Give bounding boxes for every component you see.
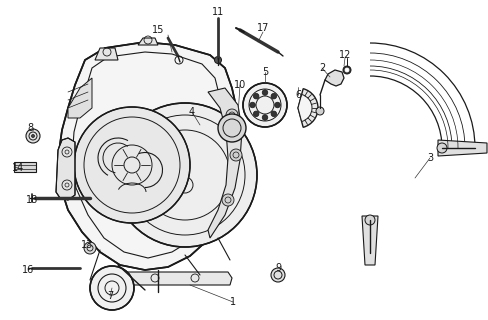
Circle shape [31,134,35,138]
Text: 1: 1 [229,297,236,307]
Polygon shape [437,140,486,156]
Text: 17: 17 [256,23,268,33]
Circle shape [345,68,348,72]
Text: 3: 3 [426,153,432,163]
Polygon shape [58,42,240,270]
Text: 8: 8 [27,123,33,133]
Text: 6: 6 [294,90,301,100]
Polygon shape [138,38,158,45]
Polygon shape [361,216,377,265]
Circle shape [262,115,267,120]
Text: 2: 2 [318,63,325,73]
Circle shape [253,111,259,116]
Circle shape [274,102,280,108]
Circle shape [270,111,276,116]
Circle shape [26,129,40,143]
Circle shape [243,83,286,127]
Text: 10: 10 [233,80,245,90]
Text: 9: 9 [274,263,281,273]
Polygon shape [325,70,343,86]
Text: 4: 4 [188,107,195,117]
Text: 15: 15 [151,25,164,35]
Text: 5: 5 [262,67,267,77]
Wedge shape [297,89,317,127]
Circle shape [214,57,221,63]
Circle shape [225,109,238,121]
Circle shape [113,103,257,247]
Circle shape [253,93,259,99]
Text: 18: 18 [26,195,38,205]
Circle shape [229,149,242,161]
Circle shape [249,102,255,108]
Text: 13: 13 [81,240,93,250]
Bar [14,162,36,172]
Circle shape [90,266,134,310]
Circle shape [262,90,267,95]
Text: 14: 14 [12,163,24,173]
Polygon shape [95,48,118,60]
Text: 16: 16 [22,265,34,275]
Polygon shape [56,138,75,200]
Polygon shape [207,88,242,238]
Circle shape [342,66,350,74]
Circle shape [436,143,446,153]
Circle shape [222,194,234,206]
Circle shape [315,107,324,115]
Circle shape [218,114,245,142]
Circle shape [364,215,374,225]
Circle shape [84,242,96,254]
Text: 11: 11 [211,7,224,17]
Circle shape [270,268,285,282]
Circle shape [74,107,190,223]
Circle shape [270,93,276,99]
Polygon shape [68,78,92,118]
Text: 12: 12 [338,50,350,60]
Text: 7: 7 [107,291,113,301]
Wedge shape [297,94,311,122]
Polygon shape [95,272,231,285]
